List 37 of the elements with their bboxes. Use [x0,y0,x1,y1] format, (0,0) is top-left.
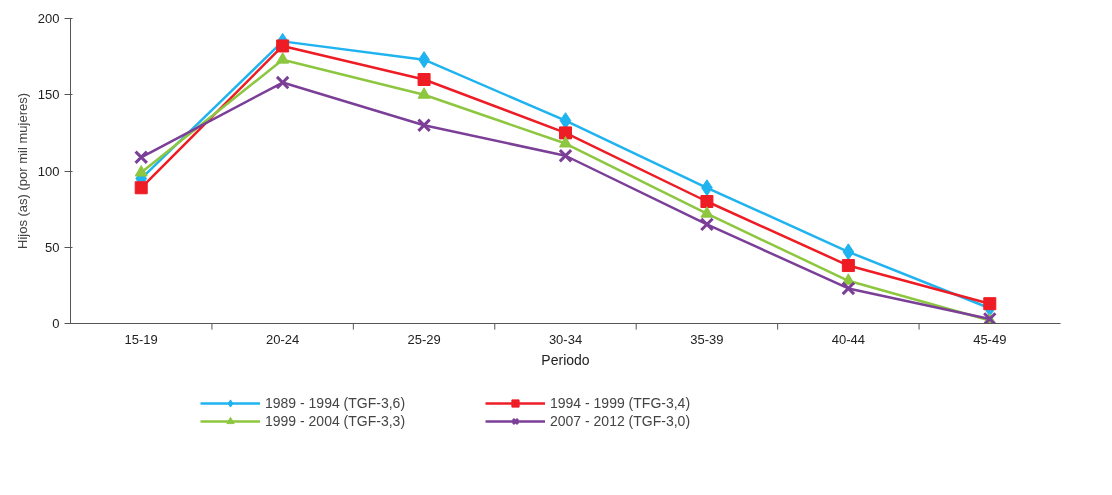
x-axis-title: Periodo [541,351,590,368]
y-axis-title: Hijos (as) (por mil mujeres) [14,92,30,250]
x-tick-label: 35-39 [690,331,724,347]
point [275,75,290,90]
point [700,206,714,218]
point [841,259,855,273]
point [417,87,431,99]
x-tick-label: 45-49 [973,331,1007,347]
legend-label: 2007 - 2012 (TGF-3,0) [550,412,692,430]
point [276,39,290,53]
point [983,297,997,311]
point [417,73,431,86]
y-tick-label: 100 [37,163,60,179]
legend-label: 1999 - 2004 (TGF-3,3) [265,412,407,430]
point [842,243,855,261]
point [841,281,856,296]
x-tick-label: 20-24 [266,331,300,347]
point [559,136,572,148]
point [416,118,432,133]
y-tick-label: 200 [37,11,60,26]
x-tick-label: 25-29 [407,331,441,347]
legend-label: 1994 - 1999 (TFG-3,4) [550,394,692,412]
y-tick-label: 50 [45,239,60,255]
point [559,126,572,140]
point [134,165,148,177]
x-tick-label: 40-44 [831,331,865,347]
x-tick-label: 15-19 [124,331,158,347]
legend-label: 1989 - 1994 (TGF-3,6) [265,394,407,412]
y-tick-label: 0 [52,316,60,331]
point [276,52,290,64]
point [699,217,715,232]
point [134,181,148,195]
point [134,150,149,165]
point [558,148,573,163]
point [700,195,714,208]
x-tick-label: 30-34 [548,331,583,347]
y-tick-label: 150 [37,87,60,103]
